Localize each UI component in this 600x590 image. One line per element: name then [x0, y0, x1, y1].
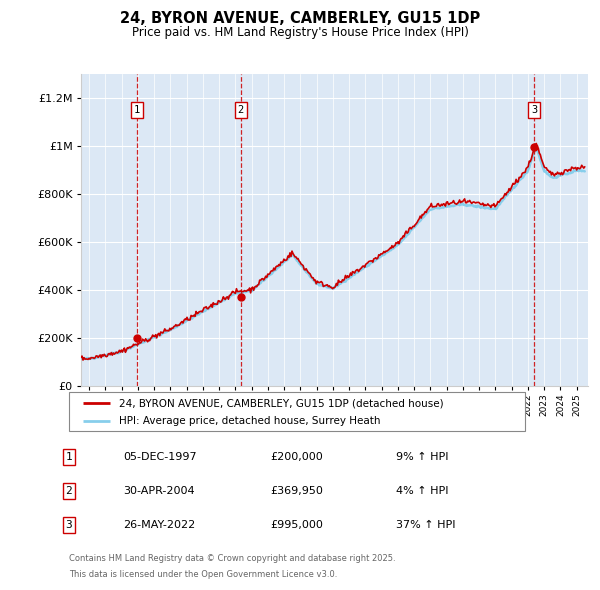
Text: 24, BYRON AVENUE, CAMBERLEY, GU15 1DP: 24, BYRON AVENUE, CAMBERLEY, GU15 1DP	[120, 11, 480, 25]
Text: £369,950: £369,950	[270, 486, 323, 496]
Text: 1: 1	[65, 453, 73, 462]
Text: 1: 1	[133, 104, 140, 114]
Text: £200,000: £200,000	[270, 453, 323, 462]
Text: 2: 2	[65, 486, 73, 496]
Text: 2: 2	[238, 104, 244, 114]
Text: 3: 3	[531, 104, 538, 114]
Text: Contains HM Land Registry data © Crown copyright and database right 2025.: Contains HM Land Registry data © Crown c…	[69, 555, 395, 563]
Text: £995,000: £995,000	[270, 520, 323, 530]
FancyBboxPatch shape	[69, 392, 525, 431]
Text: Price paid vs. HM Land Registry's House Price Index (HPI): Price paid vs. HM Land Registry's House …	[131, 26, 469, 39]
Text: 24, BYRON AVENUE, CAMBERLEY, GU15 1DP (detached house): 24, BYRON AVENUE, CAMBERLEY, GU15 1DP (d…	[119, 398, 444, 408]
Text: 3: 3	[65, 520, 73, 530]
Text: 37% ↑ HPI: 37% ↑ HPI	[396, 520, 455, 530]
Text: HPI: Average price, detached house, Surrey Heath: HPI: Average price, detached house, Surr…	[119, 416, 380, 426]
Text: 26-MAY-2022: 26-MAY-2022	[123, 520, 195, 530]
Text: This data is licensed under the Open Government Licence v3.0.: This data is licensed under the Open Gov…	[69, 571, 337, 579]
Text: 9% ↑ HPI: 9% ↑ HPI	[396, 453, 449, 462]
Text: 30-APR-2004: 30-APR-2004	[123, 486, 194, 496]
Text: 05-DEC-1997: 05-DEC-1997	[123, 453, 197, 462]
Text: 4% ↑ HPI: 4% ↑ HPI	[396, 486, 449, 496]
